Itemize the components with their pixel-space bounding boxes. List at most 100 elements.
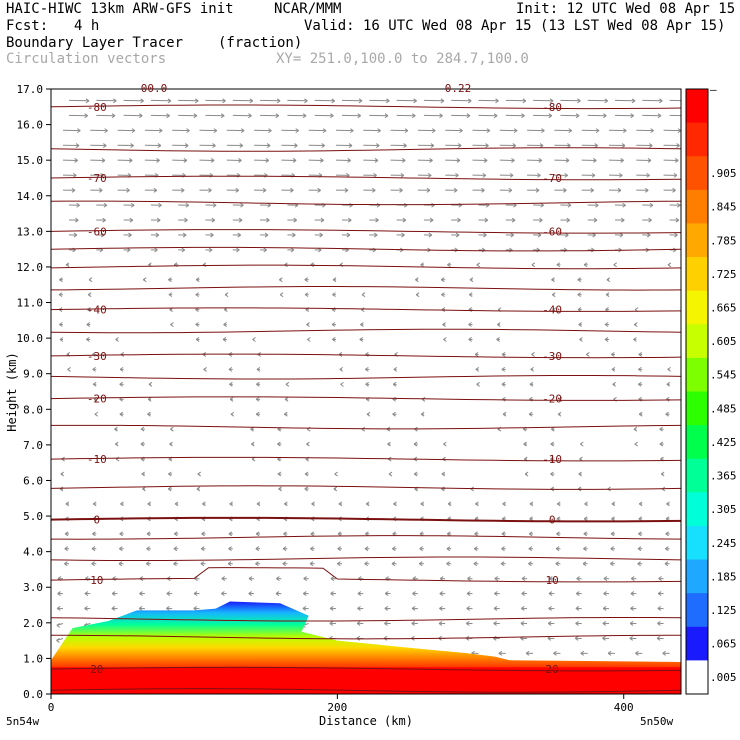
vector-arrowhead bbox=[304, 292, 309, 298]
contour-labels: -80 -80 -70 -70 -60 -60 -40 -40 -30 -30 -20 -20 -10 -… bbox=[87, 101, 562, 676]
vector-arrowhead bbox=[357, 591, 362, 596]
contour-label: -80 bbox=[542, 101, 562, 114]
vector-arrowhead bbox=[578, 322, 582, 327]
vector-arrowhead bbox=[131, 128, 136, 134]
vector-arrowhead bbox=[657, 620, 661, 626]
colorbar-swatch bbox=[686, 89, 708, 124]
vector-arrowhead bbox=[374, 158, 379, 163]
vector-arrowhead bbox=[304, 98, 308, 104]
vector-arrowhead bbox=[593, 158, 597, 163]
vector-arrowhead bbox=[304, 471, 309, 477]
vector-arrowhead bbox=[563, 187, 567, 193]
vector-arrowhead bbox=[350, 128, 354, 134]
vector-arrowhead bbox=[637, 561, 641, 567]
vector-arrowhead bbox=[468, 322, 472, 327]
colorbar-swatch bbox=[686, 290, 708, 325]
vector-arrowhead bbox=[268, 128, 272, 134]
vector-arrowhead bbox=[92, 531, 96, 537]
vector-arrowhead bbox=[531, 352, 535, 357]
vector-arrowhead bbox=[256, 366, 261, 372]
vector-arrowhead bbox=[630, 113, 634, 119]
vector-arrowhead bbox=[617, 187, 622, 193]
vector-arrowhead bbox=[530, 366, 534, 372]
vector-arrowhead bbox=[278, 486, 282, 492]
vector-arrowhead bbox=[344, 187, 349, 193]
colorbar-swatch bbox=[686, 492, 708, 527]
contour-line bbox=[51, 374, 681, 380]
vector-arrowhead bbox=[467, 576, 471, 582]
vector-arrowhead bbox=[391, 561, 396, 567]
vector-arrowhead bbox=[64, 531, 69, 537]
contour-line bbox=[51, 567, 681, 583]
vector-arrowhead bbox=[584, 501, 588, 507]
colorbar-label: .785 bbox=[710, 234, 737, 247]
y-tick-label: 1.0 bbox=[23, 652, 43, 665]
vector-arrowhead bbox=[603, 113, 607, 119]
vector-arrowhead bbox=[193, 606, 197, 611]
vector-arrowhead bbox=[212, 143, 216, 148]
colorbar-swatch bbox=[686, 593, 708, 628]
vector-arrowhead bbox=[595, 128, 600, 134]
vector-arrowhead bbox=[373, 232, 378, 238]
y-tick-label: 13.0 bbox=[17, 225, 44, 238]
vector-arrowhead bbox=[309, 561, 314, 567]
vector-arrowhead bbox=[193, 113, 198, 119]
model-title: HAIC-HIWC 13km ARW-GFS init bbox=[6, 1, 234, 17]
vector-arrowhead bbox=[665, 411, 669, 417]
vector-arrowhead bbox=[411, 620, 416, 626]
vector-arrowhead bbox=[439, 606, 443, 611]
vector-arrowhead bbox=[119, 411, 124, 417]
vector-arrowhead bbox=[92, 501, 97, 507]
vector-arrowhead bbox=[447, 501, 452, 507]
colorbar-swatch bbox=[686, 660, 708, 695]
vector-arrowhead bbox=[57, 591, 61, 596]
vector-arrowhead bbox=[277, 471, 282, 477]
vector-arrowhead bbox=[87, 292, 92, 298]
y-tick-label: 17.0 bbox=[17, 83, 44, 96]
vector-arrowhead bbox=[184, 143, 189, 148]
vector-arrowhead bbox=[251, 441, 255, 447]
vector-arrowhead bbox=[277, 441, 281, 447]
colorbar-swatch bbox=[686, 257, 708, 292]
vector-arrowhead bbox=[167, 486, 172, 492]
vector-arrowhead bbox=[467, 98, 472, 104]
vector-arrowhead bbox=[438, 620, 443, 626]
vector-arrowhead bbox=[65, 501, 70, 507]
vector-arrowhead bbox=[595, 202, 599, 208]
vector-arrowhead bbox=[94, 411, 99, 417]
vector-arrowhead bbox=[119, 546, 123, 552]
vector-arrowhead bbox=[440, 98, 445, 104]
vector-arrowhead bbox=[403, 143, 407, 148]
contour-label: -80 bbox=[87, 101, 107, 114]
vector-arrowhead bbox=[365, 501, 370, 507]
contour-label: -40 bbox=[87, 304, 107, 317]
vector-arrowhead bbox=[86, 322, 91, 327]
vector-arrowhead bbox=[283, 501, 288, 507]
vector-arrowhead bbox=[195, 292, 199, 298]
vector-arrowhead bbox=[86, 337, 90, 342]
colorbar-swatch bbox=[686, 122, 708, 157]
vector-arrowhead bbox=[412, 591, 416, 596]
vector-arrowhead bbox=[583, 546, 587, 552]
vector-arrowhead bbox=[456, 158, 461, 163]
vector-arrowhead bbox=[501, 546, 505, 552]
vector-arrowhead bbox=[320, 217, 325, 223]
vector-arrowhead bbox=[200, 561, 205, 567]
vector-arrowhead bbox=[85, 98, 90, 104]
vector-arrowhead bbox=[402, 217, 407, 223]
vector-arrowhead bbox=[521, 576, 526, 582]
vector-arrowhead bbox=[555, 561, 560, 567]
vector-arrowhead bbox=[249, 98, 254, 104]
vector-arrowhead bbox=[633, 322, 638, 327]
vector-arrowhead bbox=[174, 531, 178, 537]
vector-arrowhead bbox=[166, 591, 171, 596]
vector-arrowhead bbox=[674, 232, 678, 238]
vector-arrowhead bbox=[393, 366, 398, 372]
y-tick-label: 2.0 bbox=[23, 617, 43, 630]
vector-arrowhead bbox=[304, 486, 309, 492]
vector-arrowhead bbox=[466, 113, 471, 119]
vector-arrowhead bbox=[468, 337, 472, 342]
vector-arrowhead bbox=[317, 187, 321, 193]
vector-arrowhead bbox=[611, 366, 616, 372]
y-tick-label: 10.0 bbox=[17, 332, 44, 345]
